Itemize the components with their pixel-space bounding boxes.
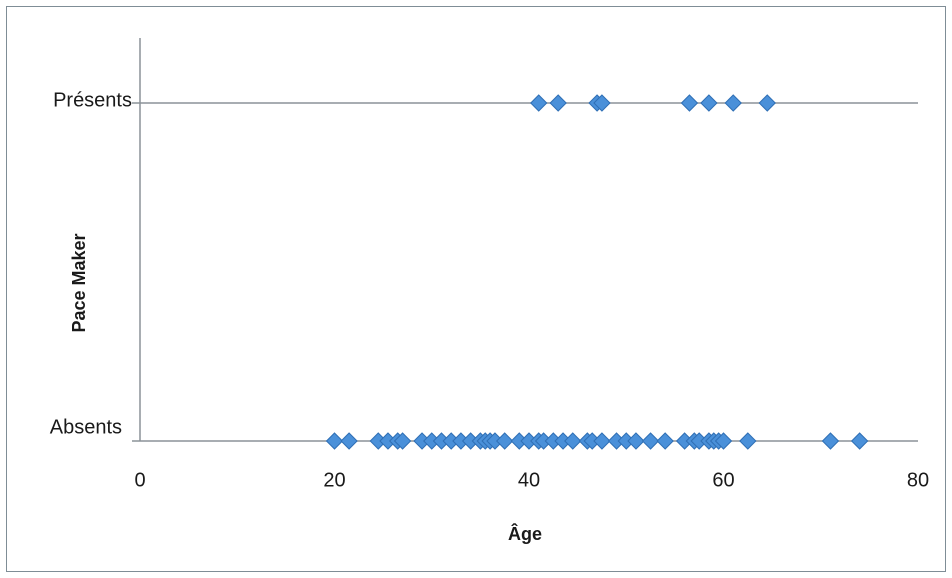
- data-point-presents: [700, 94, 718, 112]
- data-point-absents: [656, 432, 674, 450]
- data-point-absents: [495, 432, 514, 450]
- x-tick-label: 60: [712, 469, 734, 491]
- data-point-presents: [680, 94, 699, 112]
- chart-frame: [6, 6, 946, 572]
- x-tick-label: 0: [134, 469, 145, 491]
- y-axis-title: Pace Maker: [69, 233, 89, 332]
- data-point-absents: [593, 432, 611, 450]
- x-tick-label: 80: [907, 469, 929, 491]
- data-point-absents: [850, 432, 869, 450]
- data-point-absents: [340, 432, 358, 450]
- data-point-absents: [821, 432, 840, 450]
- x-axis-title: Âge: [508, 523, 542, 544]
- data-point-presents: [530, 94, 548, 112]
- data-point-presents: [758, 94, 776, 112]
- data-point-presents: [724, 94, 742, 112]
- x-tick-label: 40: [518, 469, 540, 491]
- data-point-absents: [393, 432, 412, 450]
- x-tick-label: 20: [323, 469, 345, 491]
- data-point-absents: [325, 432, 344, 450]
- data-point-absents: [739, 432, 757, 450]
- data-point-presents: [549, 94, 567, 112]
- data-points: [325, 94, 869, 450]
- y-category-label-absents: Absents: [50, 416, 122, 438]
- axes: [132, 38, 918, 442]
- x-tick-labels: 0 20 40 60 80: [134, 469, 929, 491]
- data-point-absents: [627, 432, 645, 450]
- data-point-absents: [714, 432, 733, 450]
- data-point-presents: [593, 94, 611, 112]
- y-category-label-presents: Présents: [53, 89, 132, 111]
- data-point-absents: [641, 432, 660, 450]
- data-point-absents: [564, 432, 582, 450]
